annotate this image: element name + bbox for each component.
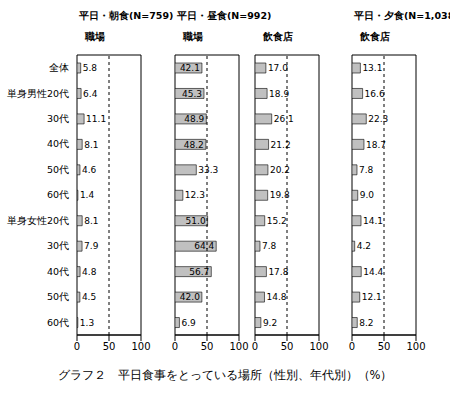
svg-text:48.2: 48.2: [184, 140, 204, 150]
svg-text:6.9: 6.9: [181, 318, 196, 328]
svg-text:50: 50: [201, 341, 214, 352]
svg-text:4.5: 4.5: [82, 292, 96, 302]
svg-text:12.3: 12.3: [185, 190, 205, 200]
html-text:職場: 職場: [183, 31, 203, 42]
svg-text:12.1: 12.1: [362, 292, 382, 302]
svg-text:100: 100: [229, 341, 248, 352]
svg-text:18.9: 18.9: [269, 89, 289, 99]
html-text:平日・昼食(N=992): 平日・昼食(N=992): [177, 10, 272, 21]
svg-text:40代: 40代: [47, 266, 69, 277]
svg-text:9.2: 9.2: [263, 318, 277, 328]
html-text:平日・朝食(N=759): 平日・朝食(N=759): [79, 10, 174, 21]
svg-text:18.7: 18.7: [366, 140, 386, 150]
svg-text:19.8: 19.8: [270, 190, 290, 200]
html-text:グラフ２ 平日食事をとっている場所（性別、年代別）（%）: グラフ２ 平日食事をとっている場所（性別、年代別）（%）: [57, 368, 393, 382]
svg-text:0: 0: [349, 341, 355, 352]
svg-text:11.1: 11.1: [86, 114, 106, 124]
svg-text:単身男性20代: 単身男性20代: [8, 88, 69, 99]
svg-text:7.8: 7.8: [262, 241, 277, 251]
svg-text:7.8: 7.8: [359, 165, 374, 175]
html-text:職場: 職場: [85, 31, 105, 42]
svg-text:4.6: 4.6: [82, 165, 97, 175]
svg-text:16.6: 16.6: [365, 89, 385, 99]
svg-text:14.8: 14.8: [266, 292, 286, 302]
svg-text:30代: 30代: [47, 113, 69, 124]
svg-text:8.1: 8.1: [84, 216, 98, 226]
svg-text:26.1: 26.1: [274, 114, 294, 124]
svg-text:5.8: 5.8: [83, 63, 98, 73]
svg-text:14.1: 14.1: [363, 216, 383, 226]
svg-text:40代: 40代: [47, 138, 69, 149]
svg-text:0: 0: [74, 341, 80, 352]
svg-text:42.0: 42.0: [180, 292, 200, 302]
svg-text:20.2: 20.2: [270, 165, 290, 175]
svg-text:0: 0: [172, 341, 178, 352]
svg-text:17.8: 17.8: [268, 267, 288, 277]
svg-text:13.1: 13.1: [362, 63, 382, 73]
svg-text:50代: 50代: [47, 164, 69, 175]
html-text:飲食店: 飲食店: [360, 31, 390, 42]
svg-text:50: 50: [378, 341, 391, 352]
svg-text:64.4: 64.4: [194, 241, 214, 251]
svg-text:7.9: 7.9: [84, 241, 99, 251]
svg-text:60代: 60代: [47, 317, 69, 328]
svg-text:15.2: 15.2: [267, 216, 287, 226]
svg-text:14.4: 14.4: [363, 267, 383, 277]
svg-text:30代: 30代: [47, 240, 69, 251]
svg-text:45.3: 45.3: [182, 89, 202, 99]
html-text:飲食店: 飲食店: [263, 31, 293, 42]
svg-text:42.1: 42.1: [180, 63, 200, 73]
svg-text:8.2: 8.2: [359, 318, 373, 328]
svg-text:48.9: 48.9: [184, 114, 204, 124]
svg-text:50: 50: [281, 341, 294, 352]
svg-text:1.3: 1.3: [80, 318, 94, 328]
svg-text:100: 100: [406, 341, 425, 352]
svg-text:50: 50: [103, 341, 116, 352]
svg-text:33.3: 33.3: [198, 165, 218, 175]
svg-text:単身女性20代: 単身女性20代: [8, 215, 69, 226]
svg-text:100: 100: [131, 341, 150, 352]
svg-text:60代: 60代: [47, 189, 69, 200]
svg-text:56.7: 56.7: [189, 267, 209, 277]
svg-text:22.3: 22.3: [368, 114, 388, 124]
svg-text:全体: 全体: [49, 62, 69, 73]
svg-text:50代: 50代: [47, 291, 69, 302]
svg-text:9.0: 9.0: [360, 190, 375, 200]
svg-text:8.1: 8.1: [84, 140, 98, 150]
svg-text:6.4: 6.4: [83, 89, 98, 99]
svg-text:1.4: 1.4: [80, 190, 95, 200]
svg-text:51.0: 51.0: [186, 216, 206, 226]
svg-text:100: 100: [309, 341, 328, 352]
svg-text:17.0: 17.0: [268, 63, 288, 73]
svg-text:21.2: 21.2: [271, 140, 291, 150]
svg-text:4.2: 4.2: [357, 241, 371, 251]
svg-text:0: 0: [252, 341, 258, 352]
svg-text:4.8: 4.8: [82, 267, 97, 277]
